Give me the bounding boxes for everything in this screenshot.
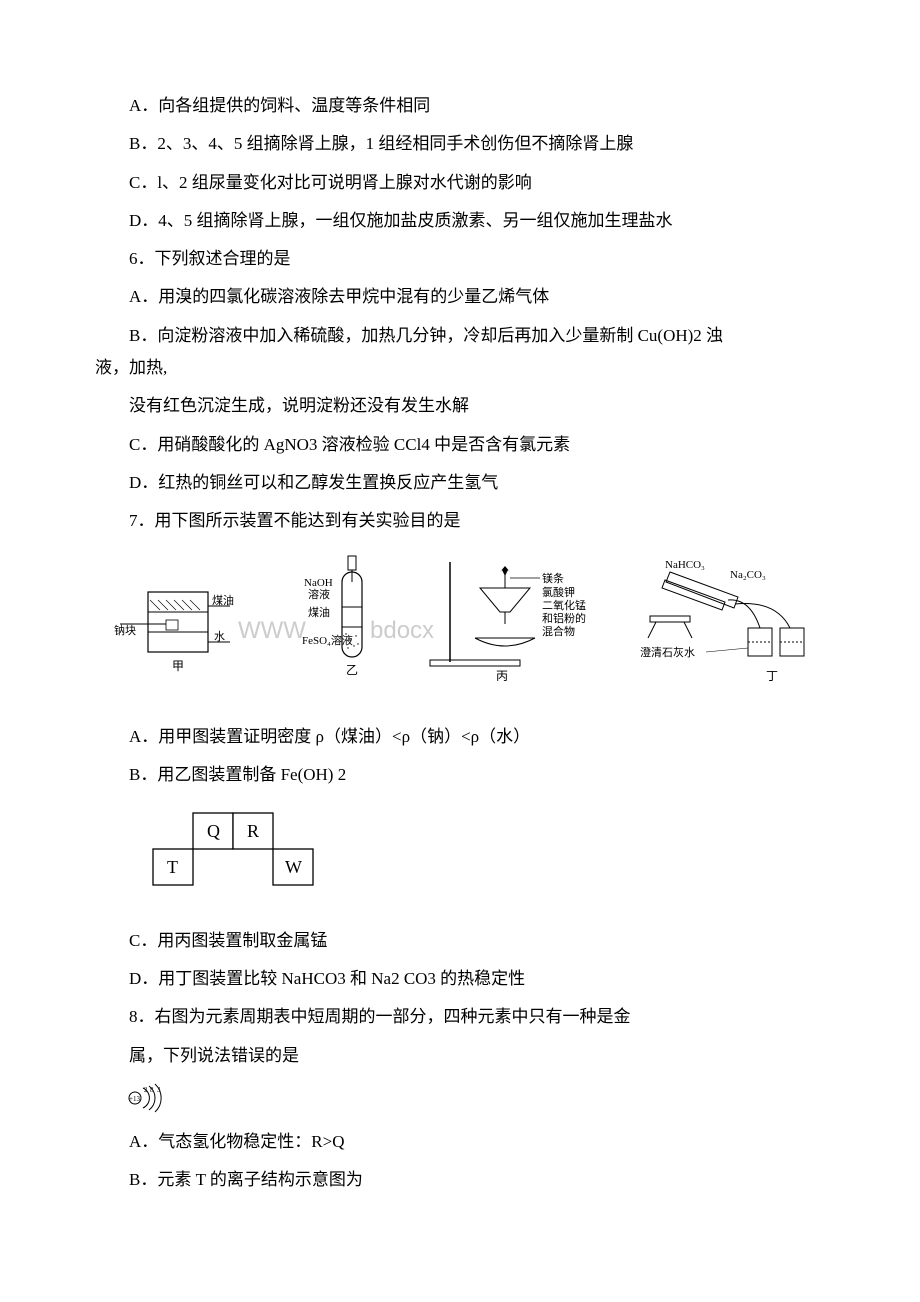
q5-opt-b: B．2、3、4、5 组摘除肾上腺，1 组经相同手术创伤但不摘除肾上腺 — [95, 128, 825, 160]
label-kclo3: 氯酸钾 — [542, 585, 575, 599]
periodic-fragment: Q R T W — [135, 807, 825, 908]
label-shui: 水 — [214, 630, 225, 643]
q7-opt-d: D．用丁图装置比较 NaHCO3 和 Na2 CO3 的热稳定性 — [95, 963, 825, 995]
q6-opt-b1: B．向淀粉溶液中加入稀硫酸，加热几分钟，冷却后再加入少量新制 Cu(OH)2 浊 — [95, 320, 825, 352]
label-alfen: 和铝粉的 — [542, 611, 586, 625]
apparatus-jia: 钠块 煤油 水 甲 — [114, 592, 234, 673]
label-na2co3: Na₂CO₃ — [730, 569, 766, 581]
label-nahco3: NaHCO₃ — [665, 559, 705, 571]
atom-icon: +13 2 8 3 — [120, 1078, 825, 1118]
q6-opt-b2: 没有红色沉淀生成，说明淀粉还没有发生水解 — [95, 390, 825, 422]
label-meiyou: 煤油 — [212, 593, 234, 607]
svg-text:3: 3 — [157, 1086, 161, 1094]
label-meiyou2: 煤油 — [308, 605, 330, 619]
q7-opt-a: A．用甲图装置证明密度 ρ（煤油）<ρ（钠）<ρ（水） — [95, 721, 825, 753]
watermark-right: bdocx — [370, 617, 434, 644]
q6-opt-b-suffix: 液，加热, — [95, 352, 825, 384]
q8-opt-a: A．气态氢化物稳定性：R>Q — [95, 1126, 825, 1158]
q7-diagram: 钠块 煤油 水 甲 NaOH 溶液 煤油 FeSO₄溶液 乙 WWW — [95, 552, 825, 713]
q7-opt-b: B．用乙图装置制备 Fe(OH) 2 — [95, 759, 825, 791]
svg-text:2: 2 — [144, 1086, 148, 1094]
apparatus-bing: 镁条 氯酸钾 二氧化锰 和铝粉的 混合物 丙 — [430, 562, 586, 683]
q8-stem2: 属，下列说法错误的是 — [95, 1040, 825, 1072]
q5-opt-a: A．向各组提供的饲料、温度等条件相同 — [95, 90, 825, 122]
apparatus-yi: NaOH 溶液 煤油 FeSO₄溶液 乙 WWW bdocx — [238, 556, 434, 677]
label-bing: 丙 — [496, 669, 508, 683]
q7-diagram-svg: 钠块 煤油 水 甲 NaOH 溶液 煤油 FeSO₄溶液 乙 WWW — [110, 552, 810, 702]
q7-stem: 7．用下图所示装置不能达到有关实验目的是 — [95, 505, 825, 537]
cell-T: T — [167, 857, 178, 877]
svg-text:8: 8 — [150, 1086, 154, 1094]
q6-opt-c: C．用硝酸酸化的 AgNO3 溶液检验 CCl4 中是否含有氯元素 — [95, 429, 825, 461]
cell-R: R — [247, 821, 259, 841]
label-nablock: 钠块 — [114, 623, 136, 637]
label-qingche: 澄清石灰水 — [640, 645, 695, 659]
label-naoh: NaOH — [304, 577, 333, 589]
apparatus-ding: NaHCO₃ Na₂CO₃ 澄清石灰水 丁 — [640, 559, 804, 683]
label-feso4: FeSO₄溶液 — [302, 633, 353, 647]
label-mno2: 二氧化锰 — [542, 598, 586, 612]
periodic-svg: Q R T W — [135, 807, 335, 897]
cell-W: W — [285, 857, 302, 877]
q6-opt-a: A．用溴的四氯化碳溶液除去甲烷中混有的少量乙烯气体 — [95, 281, 825, 313]
q6-stem: 6．下列叙述合理的是 — [95, 243, 825, 275]
q8-opt-b: B．元素 T 的离子结构示意图为 — [95, 1164, 825, 1196]
label-mgtiao: 镁条 — [542, 571, 564, 585]
watermark-left: WWW — [238, 617, 306, 644]
label-jia: 甲 — [172, 659, 184, 673]
q6-opt-b1-text: B．向淀粉溶液中加入稀硫酸，加热几分钟，冷却后再加入少量新制 Cu(OH)2 浊 — [129, 326, 723, 345]
label-yi: 乙 — [346, 663, 358, 677]
label-ding: 丁 — [766, 669, 778, 683]
q5-opt-c: C．l、2 组尿量变化对比可说明肾上腺对水代谢的影响 — [95, 167, 825, 199]
label-rongye: 溶液 — [308, 587, 330, 601]
q6-opt-d: D．红热的铜丝可以和乙醇发生置换反应产生氢气 — [95, 467, 825, 499]
label-hunhewu: 混合物 — [542, 624, 575, 638]
q7-opt-c: C．用丙图装置制取金属锰 — [95, 925, 825, 957]
q8-stem: 8．右图为元素周期表中短周期的一部分，四种元素中只有一种是金 — [95, 1001, 825, 1033]
cell-Q: Q — [207, 821, 220, 841]
svg-text:+13: +13 — [129, 1095, 140, 1103]
q5-opt-d: D．4、5 组摘除肾上腺，一组仅施加盐皮质激素、另一组仅施加生理盐水 — [95, 205, 825, 237]
